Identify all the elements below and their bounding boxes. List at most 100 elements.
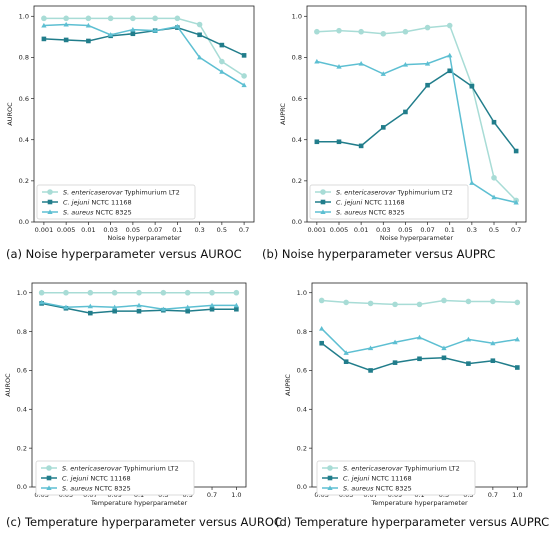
legend-entry: C. jejuni NCTC 11168 — [336, 198, 405, 206]
y-tick-label: 0.4 — [17, 405, 27, 413]
data-point — [490, 340, 496, 346]
data-point — [368, 368, 373, 373]
data-point — [490, 358, 496, 364]
legend-name-rest: NCTC 8325 — [93, 484, 131, 492]
x-tick-label: 0.005 — [57, 226, 76, 234]
legend: S. entericaserovar Typhimurium LT2 C. jej… — [35, 460, 195, 496]
data-point — [136, 289, 142, 296]
data-point — [465, 336, 472, 342]
x-tick-label: 0.05 — [126, 226, 140, 234]
data-point — [416, 301, 423, 308]
data-point — [160, 289, 167, 296]
data-point — [491, 119, 497, 125]
legend-entry: S. entericaserovar Typhimurium LT2 — [63, 188, 180, 196]
legend-name-rest: NCTC 11168 — [369, 474, 411, 482]
legend-entry: C. jejuni NCTC 11168 — [63, 198, 132, 206]
data-point — [219, 69, 225, 74]
x-tick-label: 0.03 — [376, 226, 390, 234]
data-point — [233, 302, 240, 308]
data-point — [136, 302, 142, 308]
y-tick-label: 0.0 — [17, 483, 27, 491]
data-point — [41, 15, 47, 22]
data-point — [219, 58, 225, 65]
x-tick-label: 0.05 — [398, 226, 412, 234]
x-axis-label: Noise hyperparameter — [380, 234, 454, 242]
data-point — [196, 54, 203, 60]
legend-entry: C. jejuni NCTC 11168 — [343, 474, 412, 482]
plot-frame — [31, 282, 247, 488]
data-point — [130, 31, 136, 37]
legend-box — [309, 184, 469, 220]
legend-marker — [327, 485, 333, 490]
plot-frame — [306, 5, 527, 223]
x-tick-label: 0.01 — [354, 226, 368, 234]
data-point — [63, 37, 69, 43]
series-1 — [41, 15, 247, 79]
x-tick-label: 0.7 — [511, 226, 521, 234]
chart-panel-4: 0.00.20.40.60.81.00.030.050.070.090.10.3… — [275, 282, 549, 529]
data-point — [392, 339, 398, 345]
data-point — [424, 60, 431, 66]
data-point — [233, 289, 240, 296]
legend-name-rest: NCTC 8325 — [367, 208, 405, 216]
data-point — [241, 53, 247, 58]
legend: S. entericaserovar Typhimurium LT2 C. jej… — [316, 460, 476, 496]
legend-name-rest: Typhimurium LT2 — [122, 464, 179, 472]
series-1 — [38, 289, 240, 296]
data-point — [447, 52, 453, 58]
data-point — [402, 28, 409, 35]
data-point — [185, 304, 191, 310]
legend-entry: S. entericaserovar Typhimurium LT2 — [343, 464, 460, 472]
panel-caption: (b) Noise hyperparameter versus AUPRC — [262, 247, 495, 261]
legend-entry: S. aureus NCTC 8325 — [336, 208, 405, 216]
legend-entry: S. aureus NCTC 8325 — [343, 484, 412, 492]
data-point — [343, 359, 349, 364]
legend: S. entericaserovar Typhimurium LT2 C. jej… — [36, 184, 196, 220]
data-point — [41, 22, 47, 28]
data-point — [174, 15, 181, 22]
x-tick-label: 0.001 — [308, 226, 327, 234]
data-point — [466, 361, 471, 366]
legend-box — [36, 184, 196, 220]
data-point — [85, 15, 92, 22]
x-axis-label: Temperature hyperparameter — [370, 499, 468, 507]
x-tick-label: 0.03 — [103, 226, 117, 234]
data-point — [424, 24, 431, 31]
data-point — [358, 28, 364, 35]
legend: S. entericaserovar Typhimurium LT2 C. jej… — [309, 184, 469, 220]
panel-caption: (d) Temperature hyperparameter versus AU… — [275, 515, 549, 529]
data-point — [88, 310, 93, 316]
data-point — [107, 32, 114, 37]
legend-box — [316, 460, 476, 496]
legend-marker — [47, 189, 53, 195]
series-2 — [314, 68, 519, 154]
legend-entry: S. aureus NCTC 8325 — [62, 484, 131, 492]
chart-panel-3: 0.00.20.40.60.81.00.030.050.070.090.10.3… — [4, 282, 282, 529]
y-tick-label: 0.6 — [19, 95, 29, 103]
y-tick-label: 0.8 — [17, 328, 27, 336]
data-point — [85, 22, 92, 28]
x-tick-label: 0.1 — [172, 226, 182, 234]
legend-marker — [320, 189, 326, 195]
data-point — [402, 61, 409, 67]
data-point — [469, 83, 475, 89]
data-point — [234, 306, 239, 312]
data-point — [319, 326, 325, 331]
data-point — [514, 336, 520, 342]
x-tick-label: 0.001 — [35, 226, 54, 234]
legend-name-italic: C. jejuni — [336, 198, 363, 206]
series-1 — [314, 22, 519, 204]
y-tick-label: 0.8 — [297, 328, 307, 336]
data-point — [63, 21, 69, 27]
data-point — [130, 27, 136, 32]
legend-marker — [327, 475, 333, 481]
data-point — [441, 345, 447, 351]
data-point — [343, 350, 349, 355]
data-point — [112, 304, 118, 310]
plot-frame — [33, 5, 255, 223]
data-point — [318, 297, 325, 304]
legend-marker — [46, 475, 52, 481]
legend-name-italic: S. entericaserovar — [343, 464, 404, 472]
series-line — [316, 54, 517, 204]
series-line — [316, 69, 517, 152]
